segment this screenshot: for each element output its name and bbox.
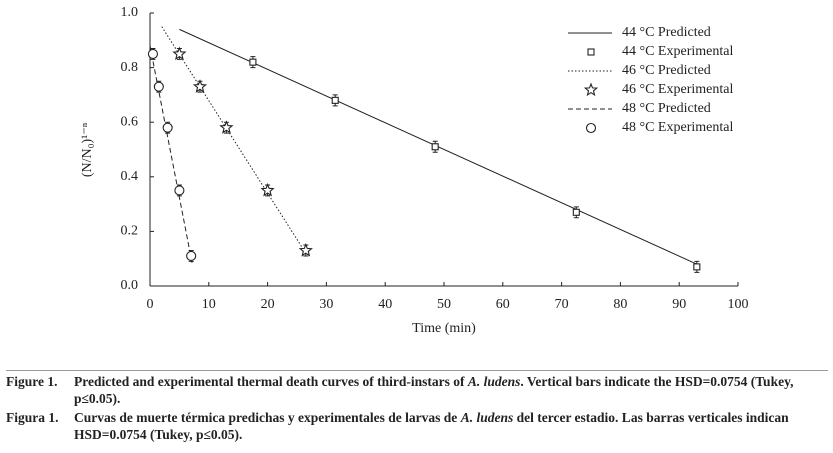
data-point xyxy=(186,250,197,262)
data-point xyxy=(298,242,313,257)
x-tick-label: 60 xyxy=(496,297,510,312)
caption-part: Predicted and experimental thermal death… xyxy=(74,374,468,389)
caption-text: Curvas de muerte térmica predichas y exp… xyxy=(74,409,828,443)
x-tick-label: 100 xyxy=(728,297,749,312)
caption-label: Figure 1. xyxy=(6,374,58,389)
data-point xyxy=(219,120,234,134)
predicted-line xyxy=(161,26,307,254)
data-point xyxy=(147,48,158,60)
captions: Figure 1. Predicted and experimental ther… xyxy=(6,370,828,443)
x-tick-label: 90 xyxy=(672,297,686,312)
species-name: A. ludens xyxy=(460,410,514,425)
x-tick-label: 30 xyxy=(319,297,333,312)
data-point xyxy=(572,208,580,216)
chart: Time (min) (N/N₀)¹⁻ⁿ 0 10 20 30 40 50 60 70 80 90… xyxy=(80,5,749,336)
species-name: A. ludens xyxy=(467,374,521,389)
data-point xyxy=(192,79,208,93)
legend-symbol xyxy=(583,82,599,97)
caption-label: Figura 1. xyxy=(6,410,59,425)
y-tick-label: 0.0 xyxy=(121,278,139,293)
x-tick-label: 70 xyxy=(555,297,569,312)
caption: Figure 1. Predicted and experimental ther… xyxy=(6,370,828,407)
legend-label: 48 °C Predicted xyxy=(622,101,711,116)
data-point xyxy=(174,185,185,196)
data-point xyxy=(172,46,187,60)
y-tick-label: 0.8 xyxy=(121,60,139,75)
caption-text: Predicted and experimental thermal death… xyxy=(74,373,828,407)
data-point xyxy=(162,122,173,133)
legend-label: 46 °C Experimental xyxy=(622,82,733,97)
x-tick-label: 80 xyxy=(613,297,627,312)
caption: Figura 1. Curvas de muerte térmica predic… xyxy=(6,407,828,443)
data-point xyxy=(431,143,439,151)
caption-part: Curvas de muerte térmica predichas y exp… xyxy=(74,410,461,425)
x-tick-label: 10 xyxy=(202,297,216,312)
data-point xyxy=(693,263,701,271)
caption-part: del tercer estadio. Las barras verticale… xyxy=(74,410,789,442)
legend-label: 44 °C Experimental xyxy=(622,44,733,59)
data-point xyxy=(331,96,339,104)
caption-part: . Vertical bars indicate the HSD=0.0754 … xyxy=(74,374,794,406)
data-point xyxy=(260,182,275,197)
x-tick-label: 40 xyxy=(378,297,392,312)
data-point xyxy=(249,58,257,66)
legend-symbol xyxy=(585,122,597,134)
x-axis-label: Time (min) xyxy=(412,321,476,336)
y-tick-label: 0.2 xyxy=(121,224,139,239)
legend-symbol xyxy=(587,48,595,56)
legend-label: 48 °C Experimental xyxy=(622,120,733,135)
data-point xyxy=(153,81,164,92)
x-tick-label: 0 xyxy=(147,297,154,312)
legend-label: 46 °C Predicted xyxy=(622,63,711,78)
y-tick-label: 1.0 xyxy=(121,5,139,20)
x-tick-label: 20 xyxy=(261,297,275,312)
predicted-line xyxy=(149,45,193,265)
y-axis-label: (N/N₀)¹⁻ⁿ xyxy=(80,122,95,177)
y-tick-label: 0.4 xyxy=(121,169,139,184)
x-tick-label: 50 xyxy=(437,297,451,312)
y-tick-label: 0.6 xyxy=(121,114,139,129)
legend-label: 44 °C Predicted xyxy=(622,25,711,40)
